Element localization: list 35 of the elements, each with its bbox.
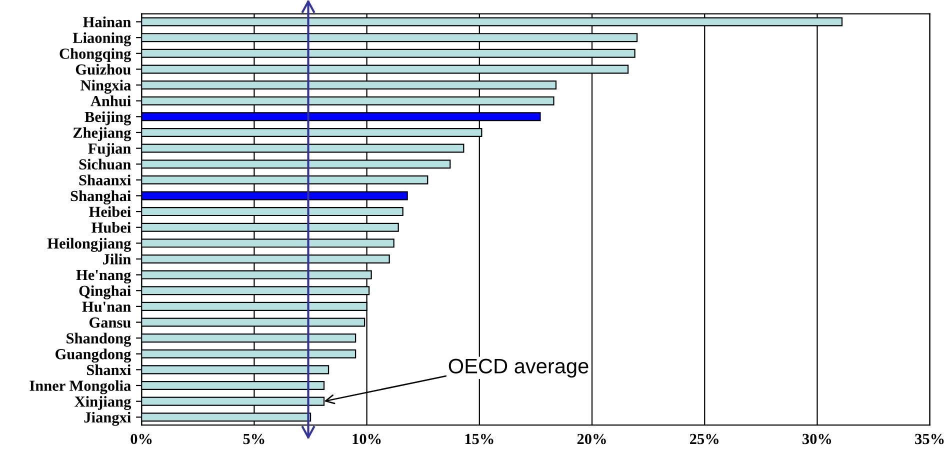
- y-tick-label: Beijing: [84, 111, 132, 126]
- y-tick-label: Jilin: [102, 254, 131, 264]
- y-tick-label: Zhejiang: [73, 127, 132, 142]
- y-tick-label: Shandong: [66, 332, 132, 347]
- x-tick-label: 15%: [465, 434, 494, 444]
- y-tick-label: Guizhou: [76, 64, 131, 75]
- annotation: OECD average: [448, 358, 588, 378]
- y-tick-label: Gansu: [89, 317, 131, 328]
- x-tick-label: 30%: [802, 434, 832, 444]
- y-tick-label: Liaoning: [72, 32, 132, 46]
- y-tick-label: Hu'nan: [82, 302, 131, 312]
- x-tick-label: 20%: [577, 434, 606, 444]
- y-tick-label: Xinjiang: [74, 396, 132, 410]
- x-tick-label: 0%: [130, 434, 152, 444]
- y-tick-label: Inner Mongolia: [30, 380, 131, 394]
- y-tick-label: Qinghai: [79, 285, 131, 300]
- y-tick-label: He'nang: [76, 270, 132, 284]
- y-tick-label: Guangdong: [56, 348, 132, 363]
- y-tick-label: Shaanxi: [79, 174, 131, 186]
- x-tick-label: 35%: [915, 434, 944, 444]
- y-tick-label: Anhui: [90, 96, 131, 106]
- x-tick-label: 10%: [352, 434, 381, 444]
- y-tick-label: Jiangxi: [84, 412, 131, 426]
- x-tick-label: 5%: [243, 434, 264, 444]
- y-tick-label: Shanxi: [86, 364, 131, 376]
- y-tick-label: Fujian: [88, 142, 131, 157]
- y-tick-label: Chongqing: [60, 48, 132, 62]
- y-tick-label: Hubei: [92, 222, 131, 233]
- y-tick-label: Heibei: [89, 206, 131, 217]
- y-tick-label: Shanghai: [70, 190, 131, 204]
- x-tick-label: 25%: [690, 434, 718, 444]
- y-tick-label: Ningxia: [80, 80, 131, 94]
- y-tick-label: Hainan: [83, 16, 131, 28]
- y-tick-label: Heilongjiang: [47, 238, 132, 252]
- y-tick-label: Sichuan: [79, 158, 131, 170]
